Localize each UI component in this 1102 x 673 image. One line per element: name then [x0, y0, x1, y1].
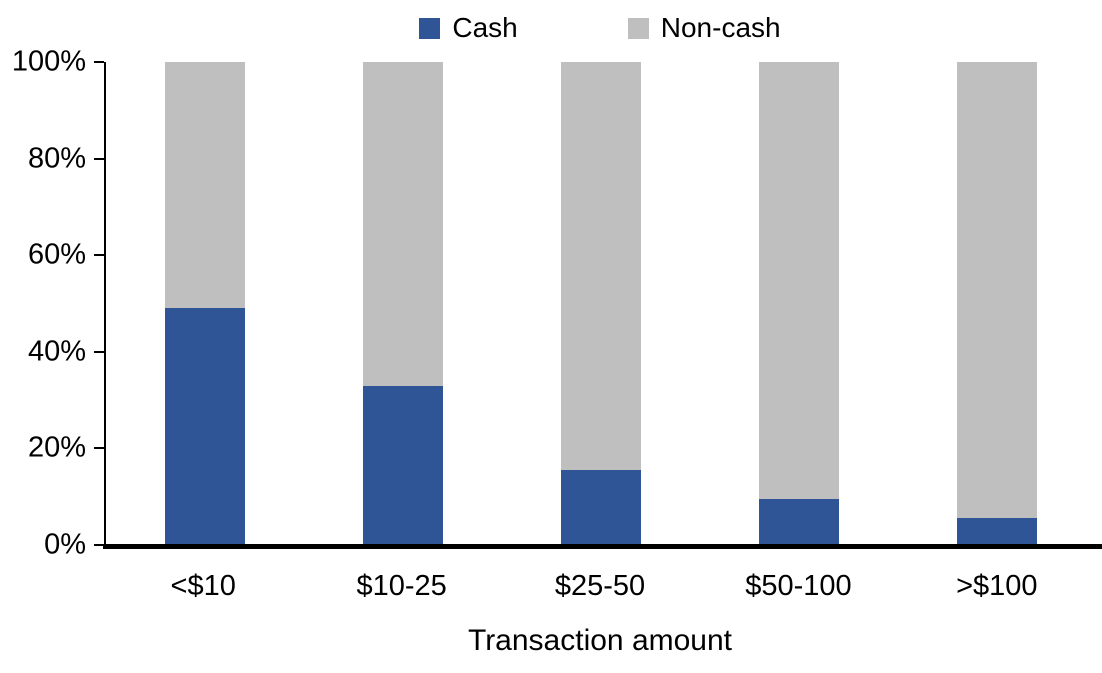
- bar-segment-non-cash: [561, 62, 641, 471]
- bar-slot: [304, 62, 502, 545]
- y-tick-mark: [94, 61, 104, 63]
- legend-label: Cash: [452, 12, 518, 43]
- y-tick-label: 80%: [27, 142, 86, 175]
- bar-segment-non-cash: [363, 62, 443, 386]
- legend-swatch-icon: [419, 17, 441, 39]
- stacked-bar: [561, 62, 641, 545]
- bar-segment-cash: [957, 518, 1037, 545]
- bar-segment-cash: [165, 308, 245, 545]
- bar-segment-cash: [561, 470, 641, 545]
- y-tick-mark: [94, 544, 104, 546]
- y-axis-labels: 0% 20% 40% 60% 80% 100%: [0, 47, 86, 559]
- stacked-bar: [363, 62, 443, 545]
- x-tick-label: $10-25: [356, 570, 447, 602]
- stacked-bar: [957, 62, 1037, 545]
- bar-segment-cash: [759, 499, 839, 545]
- plot-area: [104, 62, 1096, 545]
- x-axis-labels: <$10 $10-25 $25-50 $50-100 >$100: [104, 572, 1096, 601]
- x-tick-label: >$100: [956, 570, 1038, 602]
- y-tick-label: 40%: [27, 335, 86, 368]
- x-axis-title: Transaction amount: [467, 624, 733, 657]
- legend-label: Non-cash: [660, 12, 781, 43]
- y-tick-label: 100%: [11, 45, 86, 78]
- x-tick-label: <$10: [170, 570, 236, 602]
- bar-slot: [106, 62, 304, 545]
- bars: [106, 62, 1096, 545]
- stacked-bar: [165, 62, 245, 545]
- legend-item-cash: Cash: [419, 12, 518, 43]
- bar-segment-cash: [363, 385, 443, 545]
- stacked-bar: [759, 62, 839, 545]
- bar-segment-non-cash: [165, 62, 245, 309]
- bar-segment-non-cash: [759, 62, 839, 500]
- bar-slot: [700, 62, 898, 545]
- legend-swatch-icon: [627, 17, 649, 39]
- legend-item-non-cash: Non-cash: [627, 12, 781, 43]
- y-tick-label: 0%: [44, 528, 86, 561]
- x-axis-line: [103, 544, 1102, 549]
- y-tick-mark: [94, 254, 104, 257]
- legend: Cash Non-cash: [104, 8, 1096, 48]
- x-tick-label: $50-100: [745, 570, 852, 602]
- y-tick-mark: [94, 447, 104, 450]
- bar-segment-non-cash: [957, 62, 1037, 519]
- y-tick-label: 60%: [27, 238, 86, 271]
- y-tick-mark: [94, 157, 104, 160]
- x-tick-label: $25-50: [554, 570, 646, 602]
- y-tick-mark: [94, 350, 104, 353]
- y-tick-label: 20%: [27, 431, 86, 464]
- bar-slot: [502, 62, 700, 545]
- bar-slot: [898, 62, 1096, 545]
